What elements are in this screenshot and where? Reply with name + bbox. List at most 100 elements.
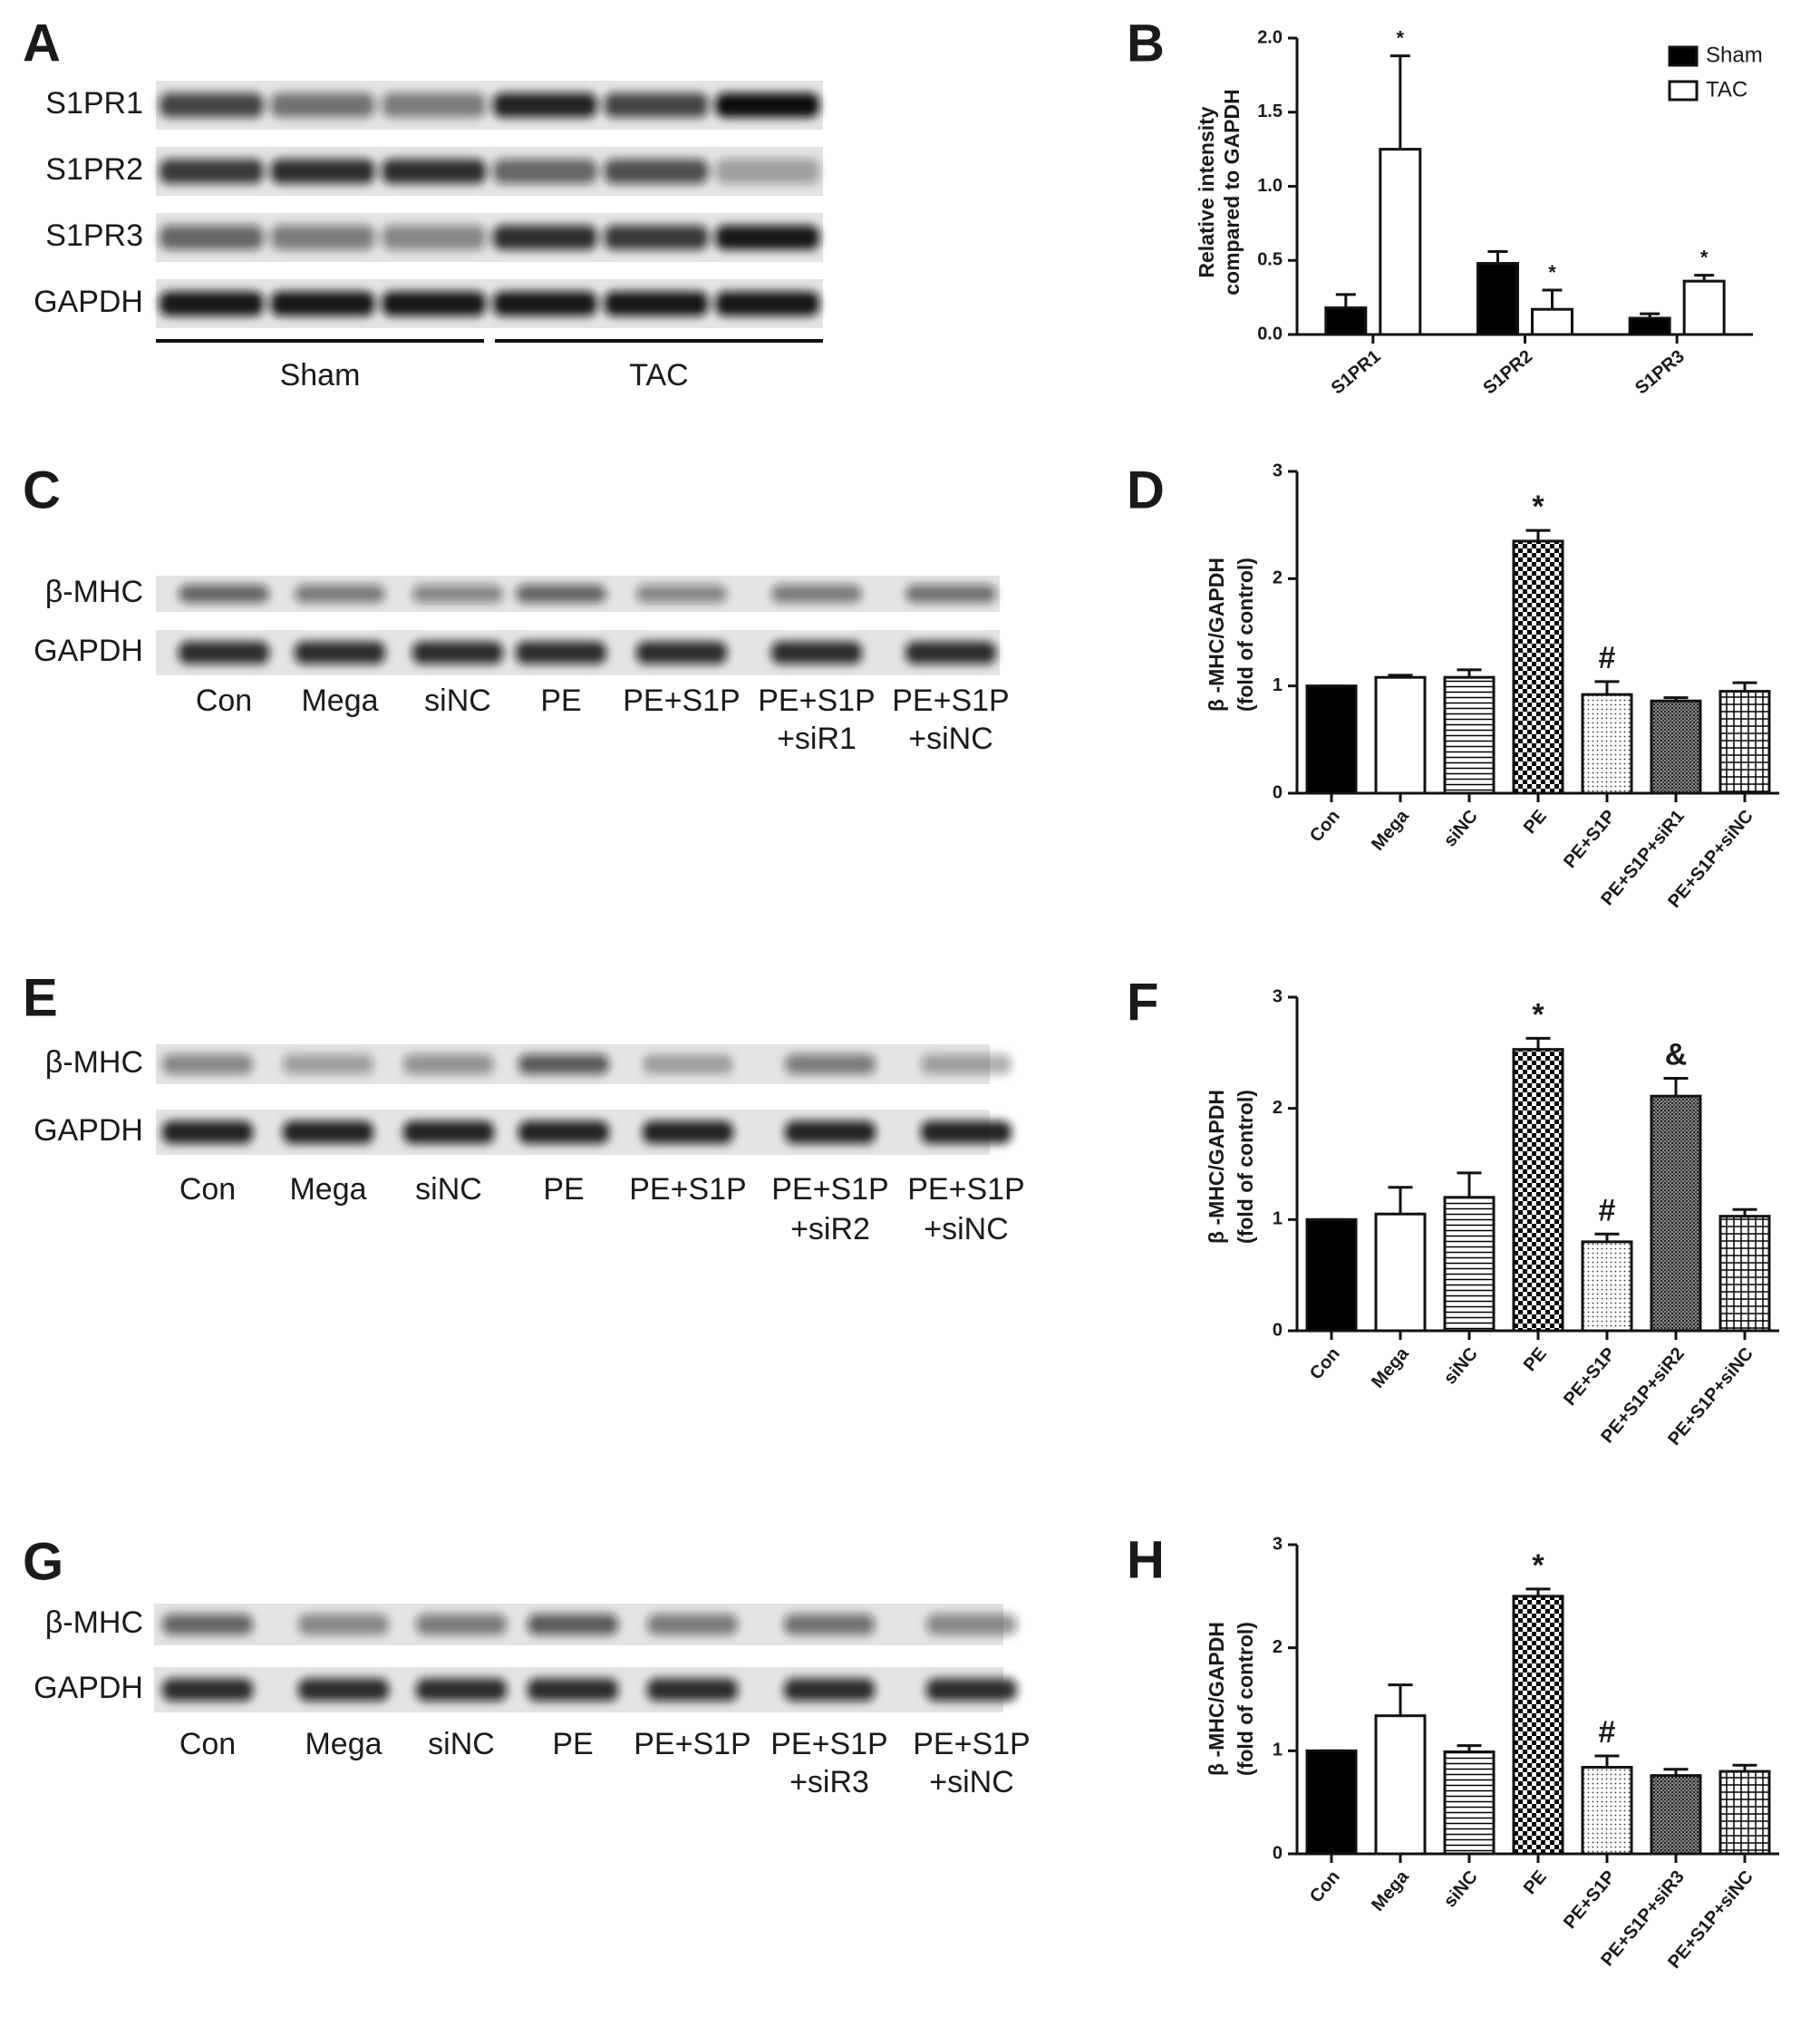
- significance-mark: *: [1397, 26, 1405, 49]
- lane-label: +siNC: [924, 1212, 1009, 1246]
- blot-strip: [156, 81, 823, 130]
- panel-letter: C: [23, 461, 61, 519]
- lane-label: PE+S1P: [623, 684, 740, 718]
- band: [283, 1120, 373, 1144]
- y-tick-label: 1: [1273, 675, 1283, 695]
- y-tick-label: 1.5: [1257, 102, 1283, 121]
- bar: [1581, 693, 1633, 795]
- lane-label: PE: [540, 684, 581, 718]
- row-label: GAPDH: [34, 1113, 143, 1148]
- lane-label: Mega: [301, 684, 378, 718]
- blot-strip: [156, 213, 823, 262]
- band: [382, 291, 486, 316]
- bands: [179, 641, 996, 664]
- significance-mark: *: [1532, 490, 1544, 524]
- band: [636, 585, 727, 603]
- y-axis-label: Relative intensity: [1195, 106, 1218, 277]
- band: [412, 585, 503, 603]
- band: [771, 641, 862, 664]
- x-tick-label: PE: [1520, 1343, 1551, 1375]
- y-tick-label: 0.5: [1257, 250, 1283, 270]
- band: [785, 1120, 876, 1144]
- bar: [1305, 1217, 1358, 1333]
- legend-label: Sham: [1706, 43, 1763, 67]
- y-tick-label: 3: [1273, 1534, 1283, 1554]
- y-axis-label: (fold of control): [1234, 1090, 1257, 1244]
- band: [715, 291, 819, 316]
- band: [270, 225, 375, 250]
- band: [643, 1120, 733, 1144]
- bar: [1379, 148, 1422, 336]
- band: [926, 1614, 1017, 1635]
- bar: [1476, 262, 1519, 336]
- bar: [1305, 1749, 1358, 1856]
- row-label: S1PR3: [45, 218, 143, 253]
- lane-label: PE+S1P: [629, 1172, 746, 1207]
- bands: [162, 1614, 1017, 1635]
- band: [416, 1678, 507, 1702]
- band: [604, 92, 709, 118]
- band: [518, 1120, 609, 1144]
- panel-letter: A: [23, 14, 61, 73]
- y-axis-label: β -MHC/GAPDH: [1205, 558, 1228, 712]
- panel-letter: H: [1127, 1530, 1165, 1589]
- lane-label: Con: [196, 684, 252, 718]
- significance-mark: *: [1532, 997, 1544, 1032]
- band: [382, 92, 486, 118]
- y-tick-label: 2: [1273, 1098, 1283, 1118]
- bar: [1443, 675, 1496, 795]
- x-tick-label: PE+S1P: [1560, 1867, 1620, 1932]
- bands: [160, 92, 819, 118]
- band: [160, 291, 264, 316]
- lane-label: PE+S1P: [634, 1727, 750, 1761]
- band: [270, 291, 375, 316]
- bands: [160, 291, 819, 316]
- bar: [1650, 699, 1702, 795]
- panel-letter: E: [23, 968, 58, 1027]
- x-tick-label: Con: [1306, 1343, 1344, 1383]
- band: [493, 291, 597, 316]
- x-tick-label: PE+S1P: [1560, 1343, 1620, 1409]
- lane-label: siNC: [424, 684, 491, 718]
- x-tick-label: Mega: [1368, 1867, 1413, 1915]
- band: [493, 159, 597, 184]
- band: [162, 1120, 253, 1144]
- bar: [1305, 684, 1358, 795]
- y-axis-label: β -MHC/GAPDH: [1205, 1622, 1228, 1776]
- band: [518, 1054, 609, 1074]
- band: [493, 92, 597, 118]
- band: [905, 585, 996, 603]
- band: [162, 1614, 253, 1635]
- bar: [1581, 1766, 1633, 1856]
- significance-mark: #: [1599, 641, 1616, 675]
- bar: [1628, 316, 1671, 336]
- panel-letter: B: [1127, 14, 1165, 73]
- lane-label: PE+S1P: [913, 1727, 1030, 1761]
- bar: [1443, 1196, 1496, 1333]
- band: [784, 1678, 875, 1702]
- band: [604, 225, 709, 250]
- bar: [1650, 1774, 1702, 1856]
- bar: [1374, 1714, 1427, 1856]
- bar: [1531, 307, 1573, 336]
- lane-label: siNC: [415, 1172, 482, 1207]
- significance-mark: #: [1599, 1715, 1616, 1750]
- bar: [1718, 1770, 1771, 1856]
- lane-label: Mega: [289, 1172, 366, 1207]
- x-tick-label: Con: [1306, 1867, 1344, 1906]
- band: [516, 585, 606, 603]
- band: [162, 1054, 253, 1074]
- y-tick-label: 2: [1273, 568, 1283, 588]
- band: [715, 225, 819, 250]
- band: [382, 225, 486, 250]
- blot-strip: [156, 279, 823, 328]
- band: [528, 1614, 618, 1635]
- bands: [160, 159, 819, 184]
- lane-label: +siNC: [908, 722, 993, 756]
- band: [715, 159, 819, 184]
- row-label: S1PR2: [45, 152, 143, 187]
- y-tick-label: 0: [1273, 782, 1283, 802]
- bar: [1324, 306, 1368, 336]
- band: [921, 1120, 1012, 1144]
- bar: [1581, 1240, 1633, 1333]
